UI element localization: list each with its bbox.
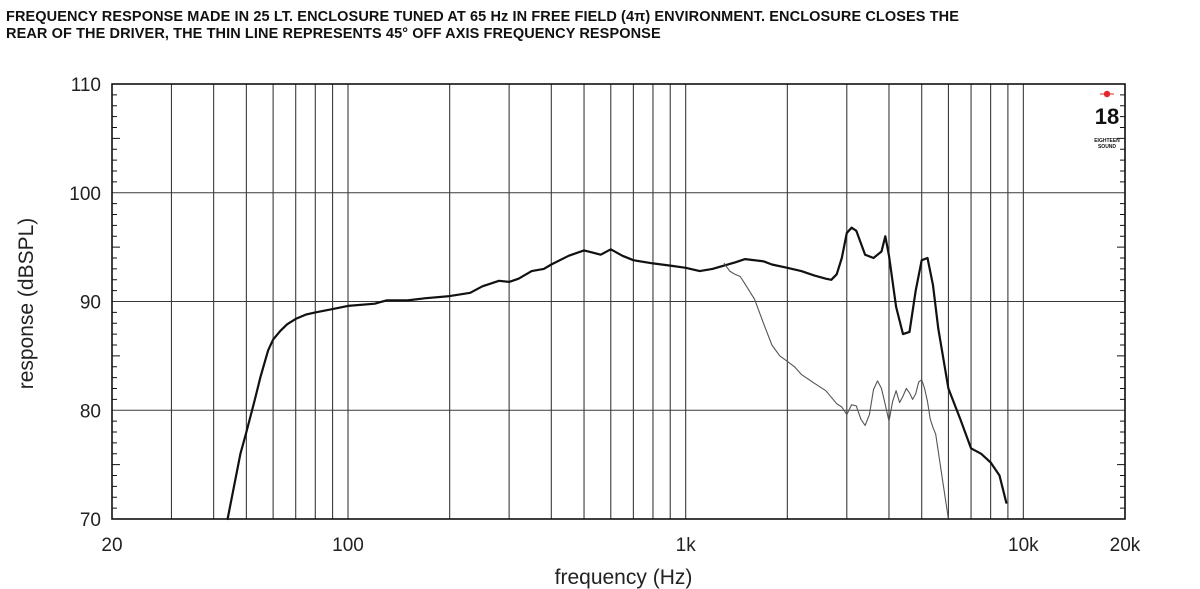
- logo-small-top: EIGHTEEN: [1094, 138, 1120, 144]
- minor-tick-marks: [112, 94, 1125, 509]
- series-layer: [226, 226, 1008, 521]
- x-tick-label: 100: [332, 535, 364, 556]
- x-tick-label: 20: [101, 535, 122, 556]
- x-axis-label: frequency (Hz): [555, 566, 693, 589]
- on-axis-response-line: [226, 226, 1008, 521]
- y-tick-label: 70: [80, 510, 101, 531]
- y-tick-labels: 70 80 90 100 110: [69, 75, 101, 531]
- x-tick-label: 1k: [676, 535, 697, 556]
- plot-frame: [111, 83, 1126, 520]
- y-tick-label: 90: [80, 293, 101, 314]
- chart-title-line-1: FREQUENCY RESPONSE MADE IN 25 LT. ENCLOS…: [6, 9, 959, 25]
- y-tick-label: 100: [69, 184, 101, 205]
- eighteen-sound-logo: 18 EIGHTEEN SOUND: [1094, 90, 1120, 150]
- grid: [112, 84, 1126, 519]
- x-tick-label: 20k: [1110, 535, 1141, 556]
- x-tick-labels: 20 100 1k 10k 20k: [101, 535, 1140, 556]
- chart-title-line-2: REAR OF THE DRIVER, THE THIN LINE REPRES…: [6, 26, 661, 42]
- chart-title: FREQUENCY RESPONSE MADE IN 25 LT. ENCLOS…: [6, 9, 1186, 43]
- off-axis-45-response-line: [723, 262, 949, 520]
- y-axis-label: response (dBSPL): [15, 218, 38, 390]
- y-tick-label: 110: [71, 75, 101, 96]
- x-tick-label: 10k: [1008, 535, 1039, 556]
- y-tick-label: 80: [80, 401, 101, 422]
- logo-small-bottom: SOUND: [1098, 144, 1116, 150]
- logo-number: 18: [1095, 104, 1119, 129]
